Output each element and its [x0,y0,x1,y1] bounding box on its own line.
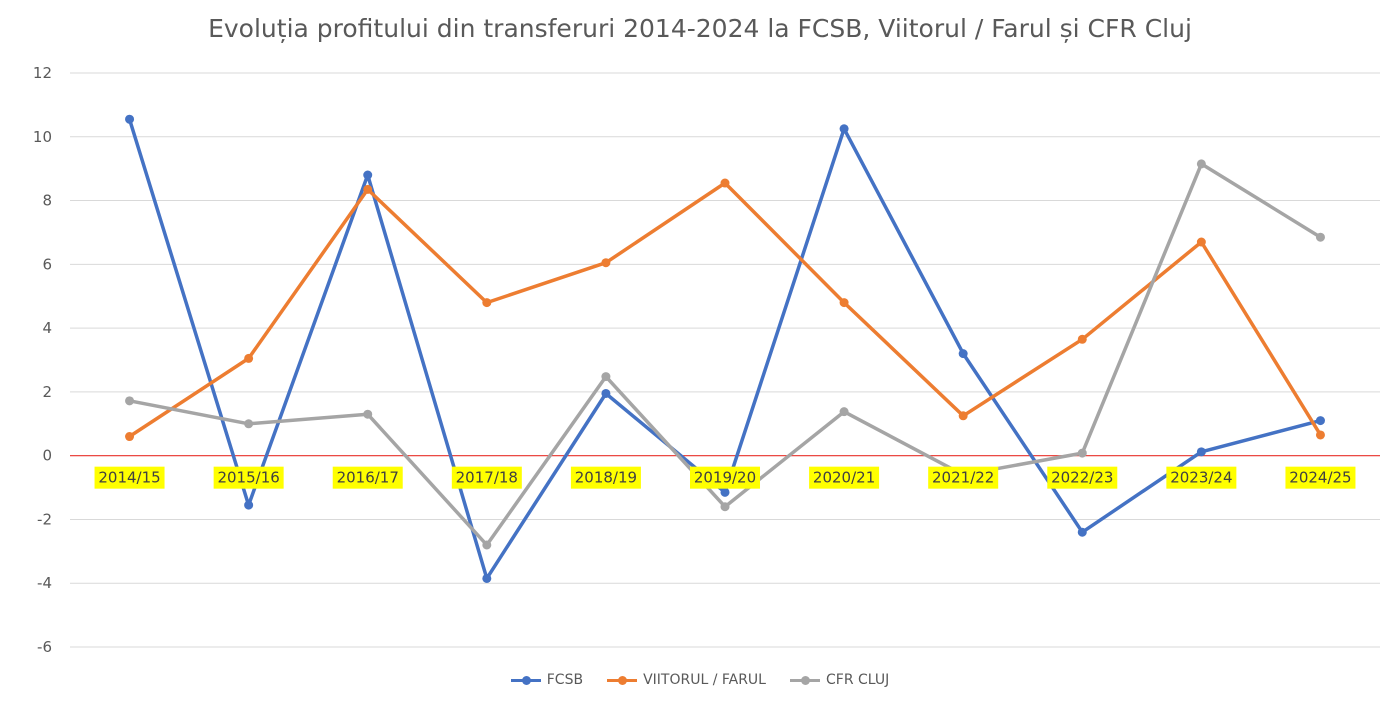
data-point [839,407,849,417]
legend-swatch [510,673,541,687]
data-point [363,170,373,180]
x-label-highlight [1047,466,1118,489]
y-axis-ticks: -6 -4 -2 0 2 4 6 8 10 12 [33,64,52,656]
series-lines [125,114,1325,583]
x-label-highlight [94,466,165,489]
legend-label: FCSB [546,672,584,688]
x-label-highlight [809,466,880,489]
series-viitorul-farul [125,178,1325,442]
x-tick-label: 2019/20 [694,469,756,487]
x-tick-label: 2023/24 [1170,469,1232,487]
data-point [1315,430,1325,440]
data-point [1077,334,1087,344]
x-label-highlight [1166,466,1237,489]
y-tick-label: 6 [42,255,52,273]
legend-item: FCSB [510,672,584,688]
y-tick-label: -2 [37,510,52,528]
x-tick-label: 2014/15 [98,469,160,487]
y-tick-label: 10 [33,128,52,146]
legend-item: CFR CLUJ [789,672,890,688]
data-point [244,500,254,510]
x-label-highlight [332,466,403,489]
x-axis-labels: 2014/15 2015/16 2016/17 2017/18 2018/19 2019/… [94,466,1356,489]
x-tick-label: 2022/23 [1051,469,1113,487]
x-tick-label: 2024/25 [1289,469,1351,487]
data-point [1196,447,1206,457]
x-tick-label: 2016/17 [337,469,399,487]
y-tick-label: 2 [42,383,52,401]
y-tick-label: 8 [42,192,52,210]
legend-swatch [607,673,638,687]
data-point [1196,237,1206,247]
x-label-highlight [570,466,641,489]
data-point [363,184,373,194]
legend-swatch [789,673,820,687]
x-label-highlight [1285,466,1356,489]
data-point [482,540,492,550]
y-tick-label: -6 [37,638,52,656]
x-tick-label: 2020/21 [813,469,875,487]
data-point [1196,159,1206,169]
x-tick-label: 2017/18 [456,469,518,487]
data-point [1315,416,1325,426]
x-tick-label: 2015/16 [217,469,279,487]
x-label-highlight [451,466,522,489]
data-point [1077,527,1087,537]
x-label-highlight [690,466,760,489]
data-point [244,419,254,429]
legend-label: CFR CLUJ [825,672,890,688]
data-point [958,349,968,359]
data-point [601,258,611,268]
data-point [1077,448,1087,458]
data-point [125,396,135,406]
data-point [601,372,611,382]
data-point [839,124,849,134]
x-label-highlight [213,466,284,489]
y-tick-label: 4 [42,319,52,337]
x-tick-label: 2018/19 [575,469,637,487]
series-fcsb [125,114,1325,583]
legend-item: VIITORUL / FARUL [607,672,766,688]
y-tick-label: -4 [37,574,52,592]
data-point [125,432,135,442]
data-point [482,573,492,583]
data-point [601,388,611,398]
data-point [1315,232,1325,242]
y-tick-label: 12 [33,64,52,82]
x-label-highlight [928,466,999,489]
legend-label: VIITORUL / FARUL [643,672,766,688]
data-point [720,487,730,497]
y-tick-label: 0 [42,447,52,465]
data-point [958,411,968,421]
data-point [839,298,849,308]
data-point [125,114,135,124]
data-point [482,298,492,308]
legend: FCSB VIITORUL / FARUL CFR CLUJ [0,672,1400,688]
data-point [244,353,254,363]
data-point [720,502,730,512]
chart-title: Evoluția profitului din transferuri 2014… [208,14,1192,43]
data-point [720,178,730,188]
x-tick-label: 2021/22 [932,469,994,487]
gridlines [70,72,1380,648]
data-point [363,409,373,419]
